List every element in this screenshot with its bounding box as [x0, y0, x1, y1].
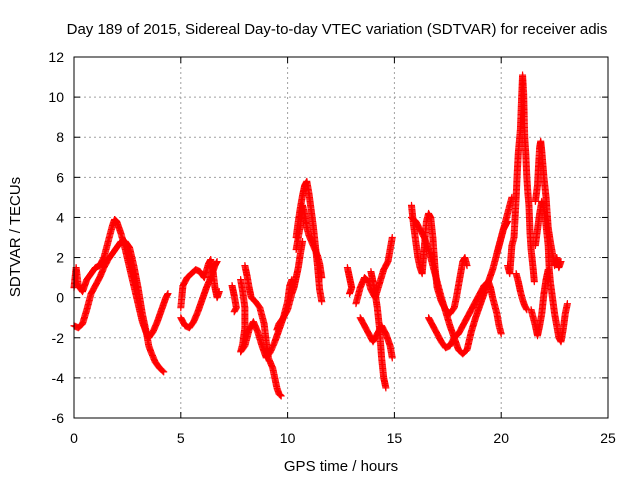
data-point	[563, 300, 571, 308]
y-tick-label: 4	[56, 209, 64, 225]
data-point	[215, 288, 223, 296]
data-point	[318, 298, 326, 306]
series-arc-5	[228, 282, 240, 316]
data-point	[504, 217, 512, 225]
series-arc-10	[292, 201, 326, 282]
series-arc-17	[425, 278, 505, 352]
y-tick-label: 6	[56, 169, 64, 185]
data-point	[159, 367, 167, 375]
series-arc-4	[177, 258, 221, 332]
y-axis-label: SDTVAR / TECUs	[7, 177, 24, 297]
series-arc-23	[527, 266, 552, 340]
x-tick-label: 5	[177, 430, 185, 446]
series-arc-20	[512, 270, 531, 314]
data-point	[544, 266, 552, 274]
series-arc-8	[273, 238, 307, 334]
data-point	[276, 391, 284, 399]
data-point	[346, 290, 354, 298]
y-tick-label: 2	[56, 250, 64, 266]
data-point	[388, 354, 396, 362]
data-point	[277, 392, 285, 400]
y-tick-label: 8	[56, 129, 64, 145]
y-tick-label: 10	[48, 89, 64, 105]
y-tick-label: 12	[48, 49, 64, 65]
plot-frame	[73, 56, 609, 419]
data-point	[164, 290, 172, 298]
data-points	[70, 71, 571, 400]
x-tick-label: 25	[600, 430, 616, 446]
data-point	[557, 258, 565, 266]
data-point	[382, 384, 390, 392]
data-point	[160, 368, 168, 376]
series-arc-19	[504, 71, 538, 286]
series-arc-14	[356, 314, 396, 362]
x-tick-label: 0	[70, 430, 78, 446]
y-tick-label: -4	[52, 370, 65, 386]
data-point	[463, 262, 471, 270]
data-point	[276, 391, 284, 399]
data-point	[530, 278, 538, 286]
series-arc-2	[70, 238, 168, 376]
series-arc-11	[343, 264, 356, 298]
data-point	[318, 274, 326, 282]
series-arc-13	[367, 268, 390, 392]
y-tick-label: -2	[52, 330, 65, 346]
chart-title: Day 189 of 2015, Sidereal Day-to-day VTE…	[67, 21, 608, 38]
x-axis-label: GPS time / hours	[284, 458, 398, 475]
x-tick-label: 20	[493, 430, 509, 446]
data-point	[230, 308, 238, 316]
x-tick-label: 10	[280, 430, 296, 446]
y-tick-label: 0	[56, 290, 64, 306]
y-tick-label: -6	[52, 410, 65, 426]
y-tick-labels: -6 -4 -2 0 2 4 6 8 10 12	[48, 49, 64, 426]
data-point	[158, 366, 166, 374]
series-arc-18	[493, 217, 512, 258]
data-point	[388, 234, 396, 241]
x-tick-labels: 0 5 10 15 20 25	[70, 430, 616, 446]
series-arc-7	[241, 262, 285, 400]
x-tick-label: 15	[387, 430, 403, 446]
data-point	[497, 330, 505, 338]
data-point	[213, 258, 221, 266]
